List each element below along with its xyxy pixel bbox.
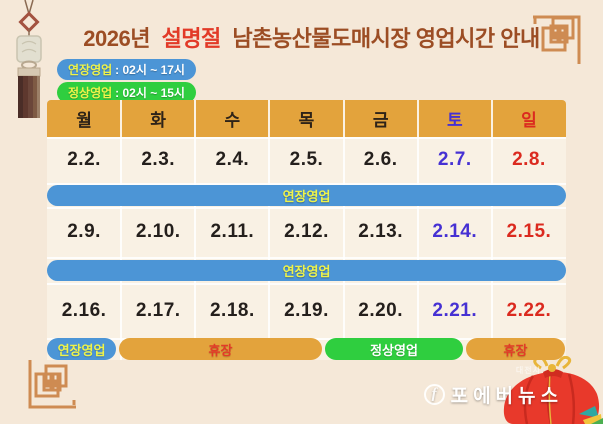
legend-normal-time: : 02시 ~ 15시 [115, 86, 185, 100]
date-cell: 2.17. [135, 299, 181, 321]
date-cell: 2.14. [432, 221, 478, 242]
corner-decoration-bottom-left-icon [28, 360, 76, 409]
date-cell: 2.21. [432, 299, 478, 321]
calendar-table: 월 화 수 목 금 토 일 2.2. 2.3. 2.4. 2.5. 2.6. 2… [47, 100, 566, 360]
week3-status-bars: 연장영업 휴장 정상영업 휴장 [47, 338, 566, 360]
weekday-monday: 월 [76, 111, 92, 130]
weekday-saturday: 토 [446, 111, 463, 130]
legend-normal-hours: 정상영업 : 02시 ~ 15시 [57, 82, 196, 103]
market-closed-bar: 휴장 [119, 338, 322, 360]
week1-status-bar-row: 연장영업 [47, 183, 566, 207]
date-cell: 2.10. [135, 221, 181, 242]
title-rest: 남촌농산물도매시장 영업시간 안내 [232, 26, 540, 51]
weekday-friday: 금 [372, 111, 389, 130]
extended-hours-bar: 연장영업 [47, 338, 116, 360]
weekday-tuesday: 화 [150, 111, 167, 130]
week3-dates-row: 2.16. 2.17. 2.18. 2.19. 2.20. 2.21. 2.22… [47, 283, 566, 338]
column-separator [417, 100, 419, 360]
date-cell: 2.13. [358, 221, 404, 242]
news-logo-f-icon: f [423, 384, 445, 405]
date-cell: 2.16. [61, 299, 107, 321]
row-separator [47, 257, 566, 259]
weekday-thursday: 목 [298, 111, 315, 130]
page-title: 2026년 설명절 남촌농산물도매시장 영업시간 안내 [55, 21, 568, 53]
weekday-wednesday: 수 [224, 111, 241, 130]
week1-dates-row: 2.2. 2.3. 2.4. 2.5. 2.6. 2.7. 2.8. [47, 137, 566, 183]
legend-extended-time: : 02시 ~ 17시 [115, 63, 185, 77]
date-cell: 2.9. [67, 221, 101, 242]
week3-status-bar-row: 연장영업 휴장 정상영업 휴장 [47, 338, 566, 360]
legend-extended-label: 연장영업 [68, 63, 113, 77]
normal-hours-bar: 정상영업 [325, 338, 463, 360]
date-cell: 2.5. [289, 149, 324, 170]
column-separator [343, 100, 345, 360]
row-separator [47, 283, 566, 285]
column-separator [491, 100, 493, 360]
weekday-sunday: 일 [521, 111, 537, 130]
date-cell: 2.20. [358, 299, 404, 321]
column-separator [268, 100, 270, 360]
date-cell: 2.12. [284, 221, 329, 242]
column-separator [120, 100, 122, 360]
date-cell: 2.3. [141, 149, 176, 170]
week2-status-bar-row: 연장영업 [47, 257, 566, 283]
norigae-tassel-icon [16, 0, 42, 118]
date-cell: 2.15. [506, 221, 552, 242]
date-cell: 2.22. [506, 299, 552, 321]
legend-extended-hours: 연장영업 : 02시 ~ 17시 [57, 59, 196, 80]
date-cell: 2.4. [215, 149, 250, 170]
date-cell: 2.18. [209, 299, 255, 321]
legend: 연장영업 : 02시 ~ 17시 정상영업 : 02시 ~ 15시 [57, 59, 196, 103]
corner-decoration-top-right-icon [533, 15, 581, 64]
news-logo: f 포에버뉴스 [423, 381, 563, 408]
date-cell: 2.7. [437, 149, 472, 170]
title-holiday: 설명절 [161, 26, 222, 51]
date-cell: 2.8. [512, 149, 546, 170]
row-separator [47, 183, 566, 185]
calendar-body-background [47, 137, 566, 360]
region-watermark-text: 대전시 [515, 366, 541, 375]
date-cell: 2.19. [284, 299, 329, 321]
extended-hours-bar: 연장영업 [47, 184, 566, 206]
date-cell: 2.6. [363, 149, 398, 170]
extended-hours-bar: 연장영업 [47, 259, 566, 281]
column-separator [194, 100, 196, 360]
row-separator [47, 207, 566, 209]
date-cell: 2.2. [67, 149, 101, 170]
row-separator [47, 137, 566, 139]
legend-normal-label: 정상영업 [68, 86, 113, 100]
date-cell: 2.11. [210, 221, 255, 242]
lucky-bag-icon [503, 356, 603, 424]
week2-dates-row: 2.9. 2.10. 2.11. 2.12. 2.13. 2.14. 2.15. [47, 207, 566, 257]
market-closed-bar: 휴장 [466, 338, 565, 360]
title-year: 2026년 [83, 26, 150, 51]
weekday-header-row: 월 화 수 목 금 토 일 [47, 100, 566, 137]
news-logo-text: 포에버뉴스 [450, 386, 563, 407]
